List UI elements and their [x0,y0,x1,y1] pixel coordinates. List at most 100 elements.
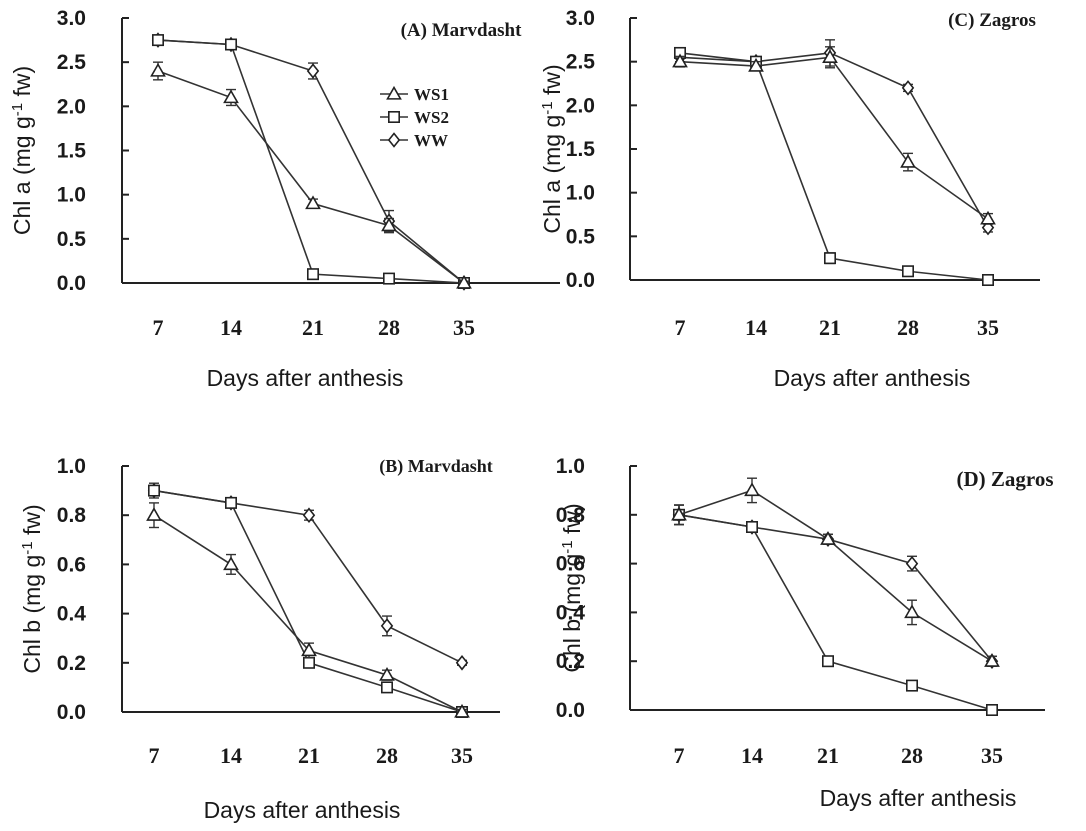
x-tick-label: 7 [149,743,160,768]
data-point-ws1 [223,89,239,104]
y-tick-label: 0.6 [57,553,86,576]
data-point-ww [455,655,469,671]
y-tick-label: 2.5 [57,51,87,74]
series-line-ww [679,52,989,228]
data-point-ws1 [379,666,395,681]
series-line-ws2 [157,39,465,284]
data-point-ws2 [905,679,918,692]
data-point-ws2 [152,34,165,47]
x-axis-label: Days after anthesis [774,365,971,391]
y-axis-label: Chl b (mg g-1 fw) [559,503,586,672]
data-point-ws1 [305,195,321,210]
data-point-ws2 [382,272,395,285]
data-point-ww [306,63,320,79]
panel-title: (A) Marvdasht [401,20,523,41]
y-tick-label: 0.4 [57,603,87,626]
y-tick-label: 0.8 [57,504,87,527]
data-point-ws2 [380,681,393,694]
data-point-ws2 [823,252,836,265]
x-tick-label: 28 [901,743,923,768]
chart-panel-3: 0.0 0.2 0.4 0.6 0.8 1.0 7 14 21 28 35 (B) Marvdasht… [19,455,500,823]
x-tick-label: 21 [817,743,839,768]
data-point-ws1 [671,506,687,521]
y-tick-label: 3.0 [566,7,595,30]
data-point-ws2 [745,520,758,533]
data-point-ww [380,618,394,634]
x-tick-label: 7 [675,315,686,340]
y-tick-label: 0.4 [556,601,586,624]
y-axis-label: Chl a (mg g-1 fw) [9,66,36,235]
x-tick-label: 14 [741,743,763,768]
x-axis-label: Days after anthesis [204,797,401,823]
y-tick-label: 2.5 [566,51,596,74]
data-point-ws1 [381,217,397,232]
y-tick-label: 0.2 [556,650,585,673]
y-axis-label: Chl b (mg g-1 fw) [19,504,46,673]
y-tick-label: 1.0 [57,455,86,478]
data-point-ws2 [821,655,834,668]
y-tick-label: 0.6 [556,553,585,576]
y-tick-label: 2.0 [566,94,595,117]
data-point-ws2 [901,265,914,278]
data-point-ws2 [225,496,238,509]
y-tick-label: 0.0 [57,272,86,295]
x-tick-label: 14 [220,315,242,340]
x-tick-label: 28 [378,315,400,340]
series-line-ws1 [153,514,463,713]
data-point-ww [905,555,919,572]
y-tick-label: 0.8 [556,504,586,527]
x-tick-label: 28 [897,315,919,340]
data-point-ws1 [456,274,472,289]
y-tick-label: 1.0 [57,184,86,207]
data-point-ww [901,80,915,96]
data-point-ws2 [985,703,998,716]
x-axis-label: Days after anthesis [820,785,1017,811]
chart-panel-1: 0.0 0.5 1.0 1.5 2.0 2.5 3.0 7 14 21 28 35 (A) Marvda… [9,7,560,391]
x-tick-label: 28 [376,743,398,768]
y-tick-label: 3.0 [57,7,86,30]
legend-marker-ws1 [386,85,402,100]
series-line-ws1 [678,489,993,662]
y-tick-label: 0.0 [566,269,595,292]
x-tick-label: 21 [298,743,320,768]
series-line-ww [157,39,465,284]
y-tick-label: 1.0 [556,455,585,478]
x-tick-label: 35 [981,743,1003,768]
data-point-ws1 [980,210,996,225]
series-line-ws2 [153,489,463,713]
data-point-ws1 [672,53,688,68]
data-point-ws2 [225,38,238,51]
data-point-ws1 [900,153,916,168]
data-point-ws1 [984,653,1000,667]
x-tick-label: 7 [674,743,685,768]
data-point-ws1 [820,531,836,545]
data-point-ws1 [301,642,317,657]
y-tick-label: 0.2 [57,652,86,675]
x-tick-label: 35 [453,315,475,340]
legend-label: WW [414,131,448,150]
x-tick-label: 14 [220,743,242,768]
legend-label: WS1 [414,85,449,104]
x-tick-label: 7 [153,315,164,340]
y-tick-label: 1.0 [566,182,595,205]
x-tick-label: 14 [745,315,767,340]
data-point-ws2 [302,656,315,669]
series-line-ws2 [678,514,993,711]
legend-label: WS2 [414,108,449,127]
legend: WS1 WS2 WW [380,85,449,150]
y-tick-label: 1.5 [566,138,596,161]
series-line-ww [678,514,993,662]
data-point-ws2 [148,484,161,497]
y-tick-label: 1.5 [57,140,87,163]
data-point-ws2 [306,268,319,281]
data-point-ws1 [454,703,470,718]
legend-marker-ww [387,132,401,148]
x-tick-label: 21 [819,315,841,340]
y-tick-label: 0.0 [57,701,86,724]
y-tick-label: 2.0 [57,95,86,118]
y-axis-label: Chl a (mg g-1 fw) [539,64,566,233]
legend-marker-ws2 [387,111,400,124]
data-point-ws1 [223,556,239,571]
chart-panel-4: 0.0 0.2 0.4 0.6 0.8 1.0 7 14 21 28 35 (D) Zagros Day… [556,455,1054,811]
